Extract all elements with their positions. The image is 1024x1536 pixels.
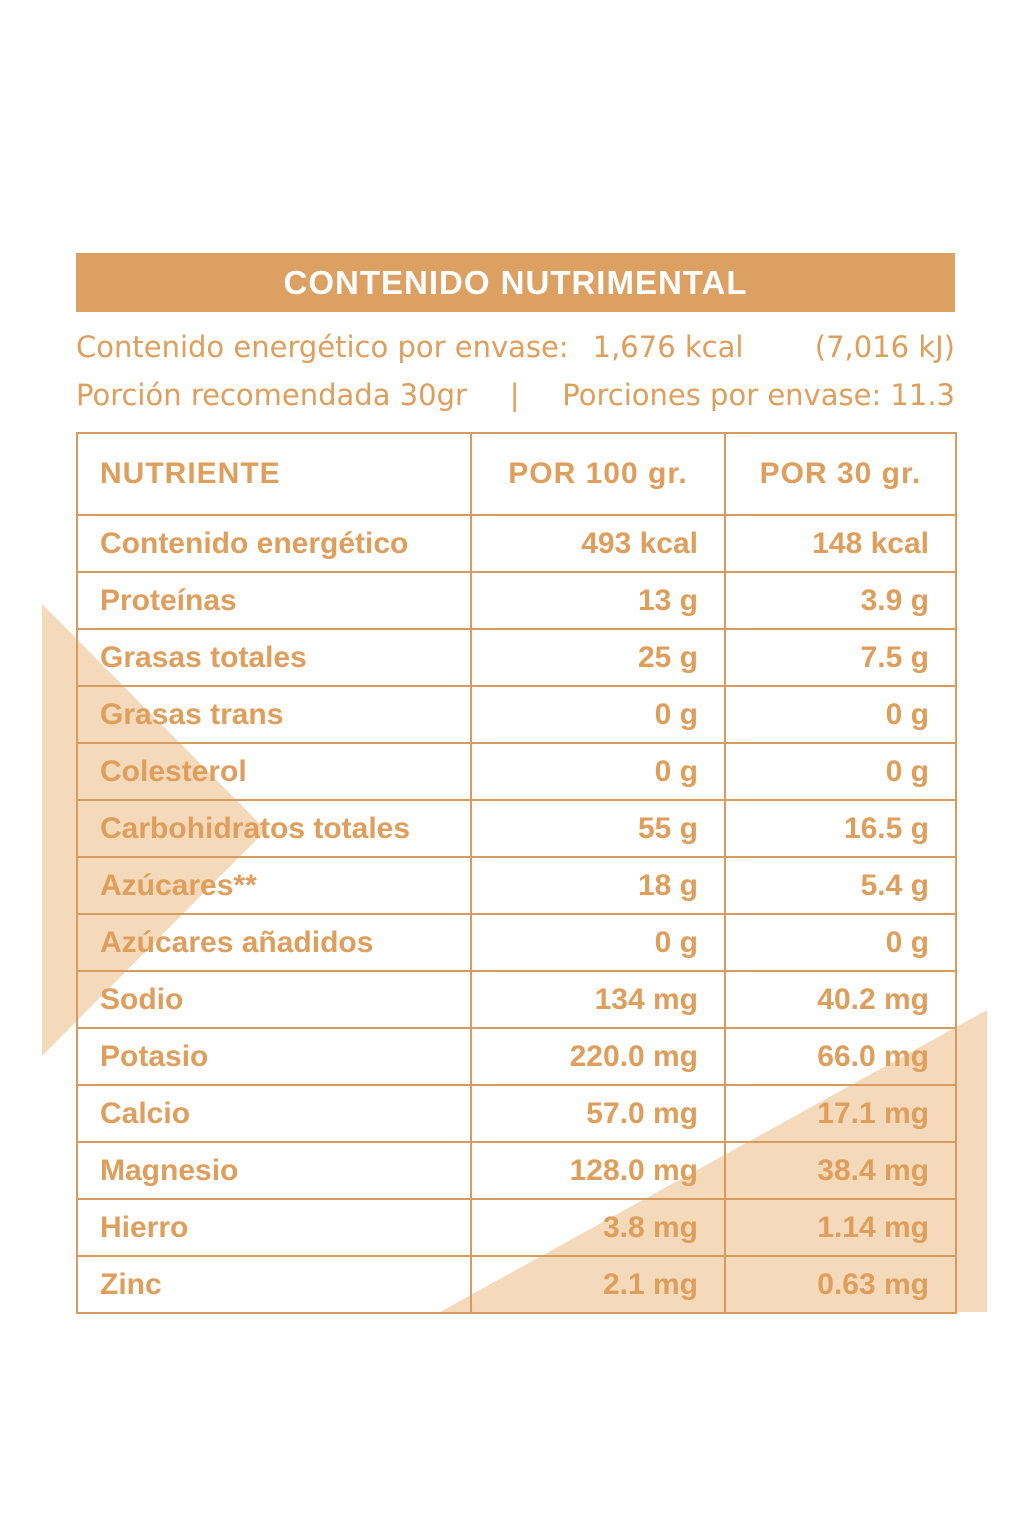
nutrient-name: Grasas trans xyxy=(76,685,472,744)
value-per-30g: 0 g xyxy=(724,685,957,744)
table-row: Potasio 220.0 mg 66.0 mg xyxy=(76,1027,957,1086)
value-per-100g: 134 mg xyxy=(470,970,726,1029)
table-row: Azúcares añadidos 0 g 0 g xyxy=(76,913,957,972)
table-row: Contenido energético 493 kcal 148 kcal xyxy=(76,514,957,573)
nutrient-name: Calcio xyxy=(76,1084,472,1143)
value-per-100g: 57.0 mg xyxy=(470,1084,726,1143)
value-per-100g: 25 g xyxy=(470,628,726,687)
value-per-100g: 3.8 mg xyxy=(470,1198,726,1257)
nutrient-name: Proteínas xyxy=(76,571,472,630)
table-row: Proteínas 13 g 3.9 g xyxy=(76,571,957,630)
nutrient-name: Azúcares añadidos xyxy=(76,913,472,972)
nutrient-name: Carbohidratos totales xyxy=(76,799,472,858)
table-row: Sodio 134 mg 40.2 mg xyxy=(76,970,957,1029)
page-title: CONTENIDO NUTRIMENTAL xyxy=(283,263,748,301)
value-per-100g: 2.1 mg xyxy=(470,1255,726,1314)
value-per-30g: 1.14 mg xyxy=(724,1198,957,1257)
value-per-100g: 13 g xyxy=(470,571,726,630)
nutrient-name: Azúcares** xyxy=(76,856,472,915)
value-per-100g: 220.0 mg xyxy=(470,1027,726,1086)
summary-block: Contenido energético por envase: 1,676 k… xyxy=(76,327,955,415)
nutrient-name: Potasio xyxy=(76,1027,472,1086)
column-header-per100: POR 100 gr. xyxy=(470,432,726,516)
table-row: Colesterol 0 g 0 g xyxy=(76,742,957,801)
table-row: Magnesio 128.0 mg 38.4 mg xyxy=(76,1141,957,1200)
value-per-100g: 0 g xyxy=(470,742,726,801)
portions-per-package-label: Porciones por envase: 11.3 xyxy=(562,378,955,412)
portion-recommended-label: Porción recomendada 30gr xyxy=(76,378,467,412)
nutrition-table: NUTRIENTE POR 100 gr. POR 30 gr. Conteni… xyxy=(76,432,957,1314)
table-row: Calcio 57.0 mg 17.1 mg xyxy=(76,1084,957,1143)
value-per-100g: 0 g xyxy=(470,685,726,744)
table-row: Hierro 3.8 mg 1.14 mg xyxy=(76,1198,957,1257)
column-header-per30: POR 30 gr. xyxy=(724,432,957,516)
nutrient-name: Colesterol xyxy=(76,742,472,801)
value-per-30g: 7.5 g xyxy=(724,628,957,687)
table-header-row: NUTRIENTE POR 100 gr. POR 30 gr. xyxy=(76,432,957,516)
value-per-100g: 128.0 mg xyxy=(470,1141,726,1200)
value-per-30g: 40.2 mg xyxy=(724,970,957,1029)
energy-per-package-kj: (7,016 kJ) xyxy=(814,330,955,364)
value-per-30g: 148 kcal xyxy=(724,514,957,573)
energy-per-package-label: Contenido energético por envase: xyxy=(76,330,569,364)
energy-per-package-kcal: 1,676 kcal xyxy=(592,330,744,364)
column-header-nutrient: NUTRIENTE xyxy=(76,432,472,516)
nutrient-name: Sodio xyxy=(76,970,472,1029)
value-per-100g: 0 g xyxy=(470,913,726,972)
value-per-30g: 38.4 mg xyxy=(724,1141,957,1200)
value-per-100g: 493 kcal xyxy=(470,514,726,573)
value-per-30g: 0 g xyxy=(724,742,957,801)
portion-line: Porción recomendada 30gr | Porciones por… xyxy=(76,375,955,415)
value-per-30g: 17.1 mg xyxy=(724,1084,957,1143)
value-per-30g: 5.4 g xyxy=(724,856,957,915)
value-per-30g: 66.0 mg xyxy=(724,1027,957,1086)
nutrient-name: Zinc xyxy=(76,1255,472,1314)
value-per-30g: 0 g xyxy=(724,913,957,972)
value-per-30g: 0.63 mg xyxy=(724,1255,957,1314)
table-row: Grasas trans 0 g 0 g xyxy=(76,685,957,744)
table-row: Azúcares** 18 g 5.4 g xyxy=(76,856,957,915)
value-per-30g: 3.9 g xyxy=(724,571,957,630)
nutrient-name: Contenido energético xyxy=(76,514,472,573)
nutrient-name: Magnesio xyxy=(76,1141,472,1200)
value-per-100g: 55 g xyxy=(470,799,726,858)
title-bar: CONTENIDO NUTRIMENTAL xyxy=(76,253,955,312)
value-per-100g: 18 g xyxy=(470,856,726,915)
nutrient-name: Grasas totales xyxy=(76,628,472,687)
energy-per-package-line: Contenido energético por envase: 1,676 k… xyxy=(76,327,955,367)
nutrient-name: Hierro xyxy=(76,1198,472,1257)
value-per-30g: 16.5 g xyxy=(724,799,957,858)
table-row: Grasas totales 25 g 7.5 g xyxy=(76,628,957,687)
table-row: Zinc 2.1 mg 0.63 mg xyxy=(76,1255,957,1314)
separator-bar: | xyxy=(509,378,520,412)
table-row: Carbohidratos totales 55 g 16.5 g xyxy=(76,799,957,858)
